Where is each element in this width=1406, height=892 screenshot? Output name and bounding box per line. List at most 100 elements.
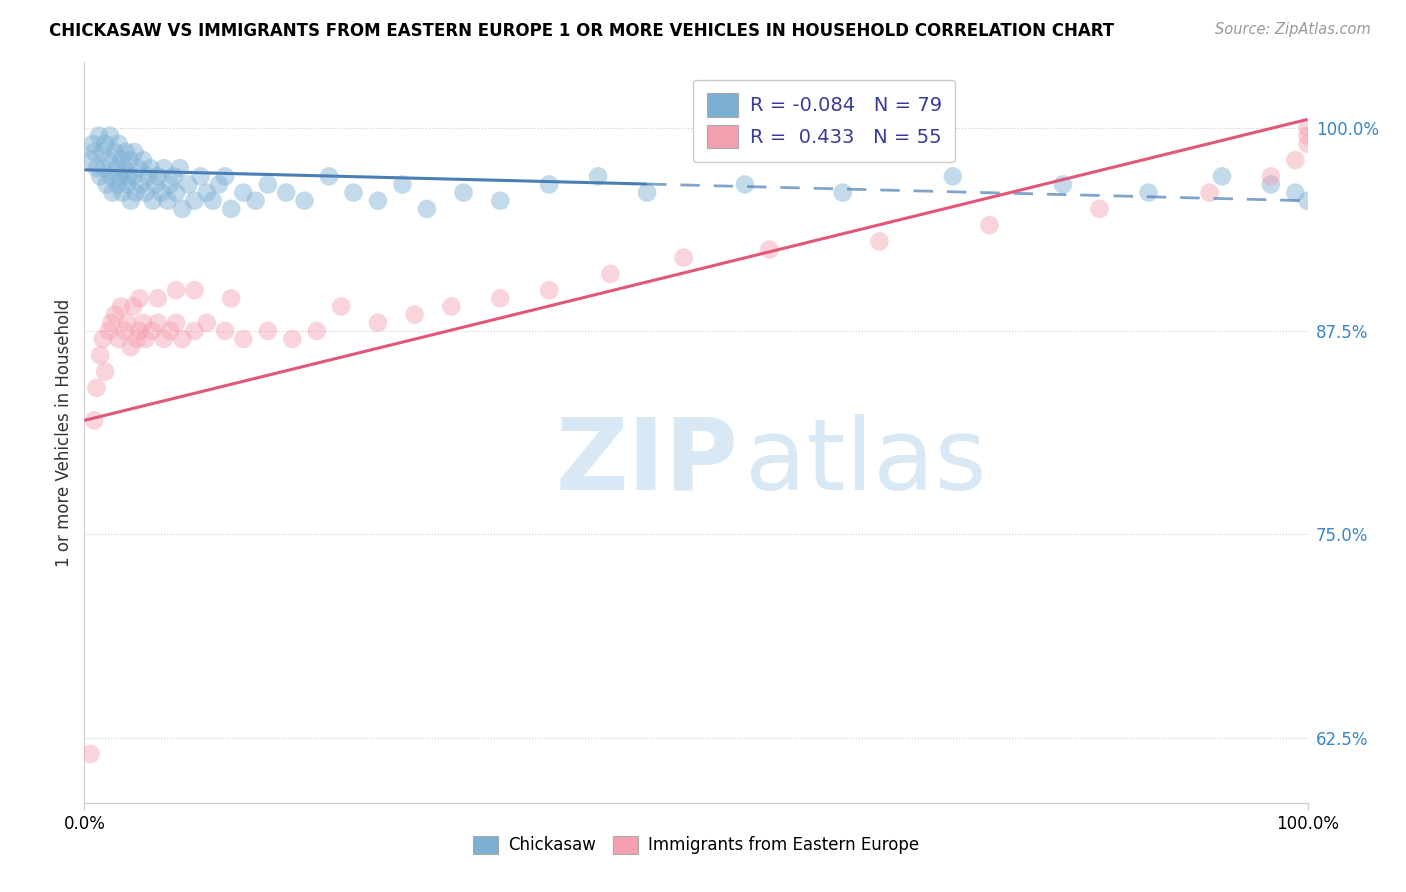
Point xyxy=(115,178,138,192)
Point xyxy=(125,332,148,346)
Point xyxy=(159,178,181,192)
Point xyxy=(734,178,756,192)
Text: ZIP: ZIP xyxy=(555,414,738,511)
Point xyxy=(416,202,439,216)
Point xyxy=(142,194,165,208)
Point xyxy=(183,324,205,338)
Point xyxy=(165,186,187,200)
Point xyxy=(143,178,166,192)
Point xyxy=(114,161,136,176)
Point xyxy=(367,316,389,330)
Point xyxy=(342,186,364,200)
Point xyxy=(586,169,609,184)
Point xyxy=(127,161,149,176)
Point xyxy=(1284,153,1306,167)
Point xyxy=(942,169,965,184)
Point xyxy=(104,308,127,322)
Point xyxy=(538,283,561,297)
Point xyxy=(146,292,169,306)
Point xyxy=(257,178,280,192)
Point xyxy=(146,169,169,184)
Point xyxy=(1052,178,1074,192)
Point xyxy=(96,178,118,192)
Point xyxy=(79,153,101,167)
Point xyxy=(153,161,176,176)
Point xyxy=(150,186,173,200)
Point xyxy=(91,145,114,159)
Point xyxy=(219,202,242,216)
Point xyxy=(172,202,194,216)
Legend: Chickasaw, Immigrants from Eastern Europe: Chickasaw, Immigrants from Eastern Europ… xyxy=(467,829,925,861)
Point xyxy=(489,292,512,306)
Point xyxy=(165,316,187,330)
Point xyxy=(305,324,328,338)
Point xyxy=(453,186,475,200)
Point xyxy=(83,145,105,159)
Point xyxy=(118,153,141,167)
Point xyxy=(94,136,117,151)
Point xyxy=(153,332,176,346)
Point xyxy=(1296,136,1319,151)
Point xyxy=(183,194,205,208)
Point xyxy=(132,316,155,330)
Point xyxy=(97,324,120,338)
Point xyxy=(195,186,218,200)
Point xyxy=(122,169,145,184)
Point xyxy=(245,194,267,208)
Point xyxy=(83,413,105,427)
Point xyxy=(110,300,132,314)
Point xyxy=(758,243,780,257)
Point xyxy=(105,161,128,176)
Point xyxy=(440,300,463,314)
Point xyxy=(1296,128,1319,143)
Point xyxy=(318,169,340,184)
Point xyxy=(214,169,236,184)
Point xyxy=(139,161,162,176)
Point xyxy=(190,169,212,184)
Point xyxy=(79,747,101,761)
Point xyxy=(136,169,159,184)
Point xyxy=(404,308,426,322)
Point xyxy=(135,186,157,200)
Text: atlas: atlas xyxy=(745,414,987,511)
Point xyxy=(86,161,108,176)
Text: CHICKASAW VS IMMIGRANTS FROM EASTERN EUROPE 1 OR MORE VEHICLES IN HOUSEHOLD CORR: CHICKASAW VS IMMIGRANTS FROM EASTERN EUR… xyxy=(49,22,1115,40)
Point xyxy=(107,136,129,151)
Point xyxy=(232,332,254,346)
Point xyxy=(165,283,187,297)
Point xyxy=(257,324,280,338)
Point xyxy=(82,136,104,151)
Point xyxy=(120,194,142,208)
Text: Source: ZipAtlas.com: Source: ZipAtlas.com xyxy=(1215,22,1371,37)
Point xyxy=(538,178,561,192)
Point xyxy=(122,300,145,314)
Point xyxy=(132,153,155,167)
Point xyxy=(214,324,236,338)
Point xyxy=(115,145,138,159)
Point xyxy=(108,169,131,184)
Point xyxy=(1137,186,1160,200)
Y-axis label: 1 or more Vehicles in Household: 1 or more Vehicles in Household xyxy=(55,299,73,566)
Point xyxy=(1296,194,1319,208)
Point xyxy=(831,186,853,200)
Point xyxy=(114,324,136,338)
Point xyxy=(391,178,413,192)
Point xyxy=(101,186,124,200)
Point xyxy=(156,194,179,208)
Point xyxy=(330,300,353,314)
Point xyxy=(146,316,169,330)
Point xyxy=(232,186,254,200)
Point xyxy=(120,340,142,354)
Point xyxy=(89,348,111,362)
Point xyxy=(1211,169,1233,184)
Point xyxy=(129,178,152,192)
Point xyxy=(1284,186,1306,200)
Point xyxy=(195,316,218,330)
Point xyxy=(201,194,224,208)
Point xyxy=(91,332,114,346)
Point xyxy=(636,186,658,200)
Point xyxy=(107,332,129,346)
Point xyxy=(97,153,120,167)
Point xyxy=(367,194,389,208)
Point xyxy=(125,186,148,200)
